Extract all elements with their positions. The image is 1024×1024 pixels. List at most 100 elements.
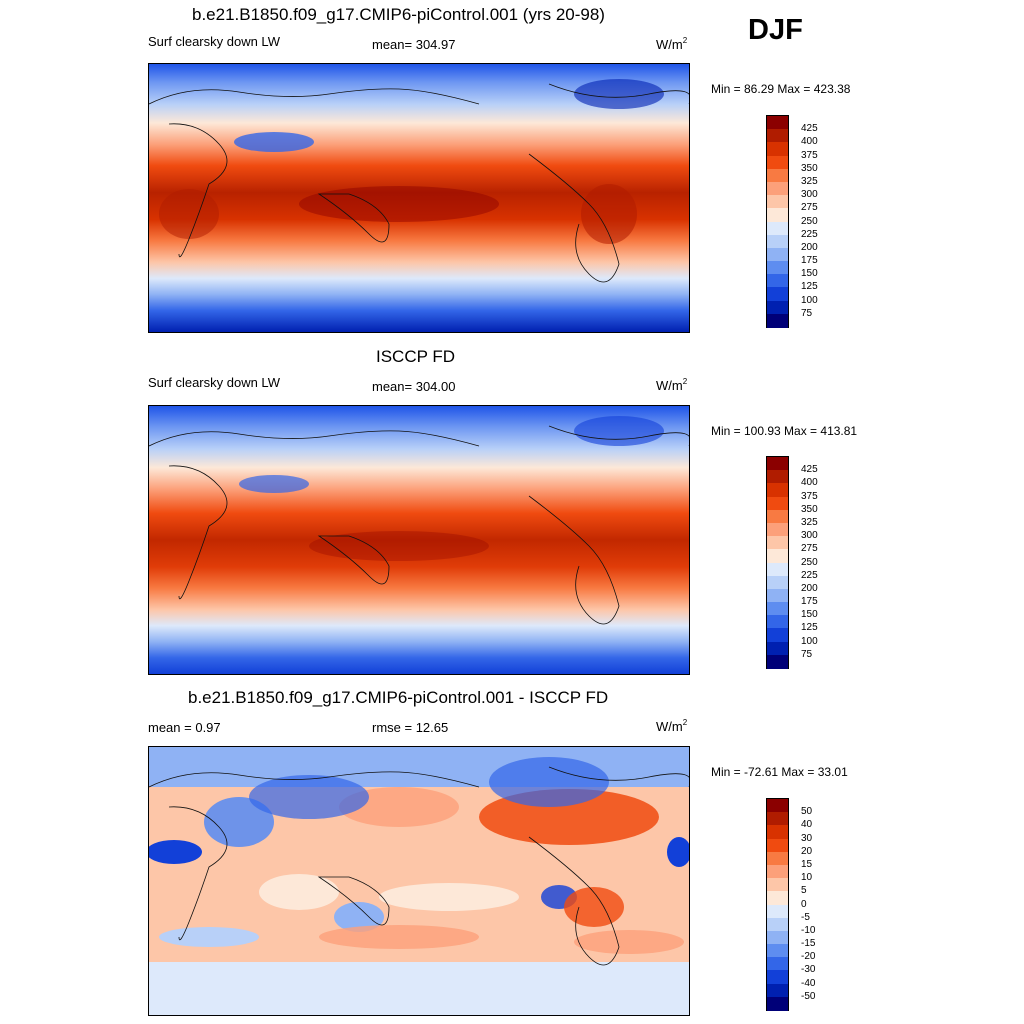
colorbar-tick-label: -10 <box>801 924 816 936</box>
colorbar-box <box>767 155 788 170</box>
colorbar-tick-label: 275 <box>801 202 818 214</box>
colorbar-box <box>767 470 788 484</box>
colorbar-tick-label: 150 <box>801 268 818 280</box>
units-label-diff: W/m2 <box>656 718 688 734</box>
colorbar-box <box>767 602 788 616</box>
colorbar-tick-label: 325 <box>801 175 818 187</box>
colorbar-tick-label: 250 <box>801 215 818 227</box>
map-model <box>148 63 690 333</box>
colorbar-model <box>766 115 789 328</box>
colorbar-box <box>767 116 788 130</box>
colorbar-box <box>767 142 788 157</box>
colorbar-tick-label: 375 <box>801 149 818 161</box>
colorbar-box <box>767 522 788 537</box>
colorbar-box <box>767 944 788 958</box>
mean-label-diff: mean = 0.97 <box>148 720 221 735</box>
colorbar-tick-label: 75 <box>801 307 813 319</box>
panel-title-model: b.e21.B1850.f09_g17.CMIP6-piControl.001 … <box>192 5 605 24</box>
units-label-obs: W/m2 <box>656 377 688 393</box>
colorbar-box <box>767 195 788 209</box>
colorbar-obs <box>766 456 789 669</box>
colorbar-tick-label: 40 <box>801 819 813 831</box>
colorbar-tick-label: 300 <box>801 530 818 542</box>
minmax-label-model: Min = 86.29 Max = 423.38 <box>711 82 851 96</box>
colorbar-box <box>767 641 788 656</box>
colorbar-tick-label: -5 <box>801 911 810 923</box>
mean-label-obs: mean= 304.00 <box>372 379 456 394</box>
colorbar-tick-label: 30 <box>801 832 813 844</box>
colorbar-tick-label: 300 <box>801 189 818 201</box>
colorbar-box <box>767 957 788 971</box>
colorbar-tick-label: 0 <box>801 898 807 910</box>
rmse-label-diff: rmse = 12.65 <box>372 720 449 735</box>
colorbar-box <box>767 930 788 945</box>
map-obs <box>148 405 690 675</box>
colorbar-box <box>767 261 788 275</box>
colorbar-diff <box>766 798 789 1011</box>
colorbar-tick-label: 400 <box>801 136 818 148</box>
colorbar-tick-label: 15 <box>801 858 813 870</box>
colorbar-box <box>767 287 788 302</box>
colorbar-box <box>767 549 788 563</box>
colorbar-box <box>767 838 788 853</box>
colorbar-tick-label: -40 <box>801 977 816 989</box>
colorbar-box <box>767 917 788 932</box>
colorbar-box <box>767 864 788 879</box>
panel-title-diff: b.e21.B1850.f09_g17.CMIP6-piControl.001 … <box>188 688 609 707</box>
colorbar-tick-label: 20 <box>801 845 813 857</box>
colorbar-box <box>767 588 788 603</box>
colorbar-box <box>767 234 788 249</box>
colorbar-box <box>767 812 788 826</box>
colorbar-tick-label: 175 <box>801 255 818 267</box>
colorbar-box <box>767 970 788 985</box>
colorbar-tick-label: 225 <box>801 569 818 581</box>
colorbar-box <box>767 536 788 550</box>
colorbar-box <box>767 496 788 511</box>
colorbar-box <box>767 825 788 840</box>
colorbar-box <box>767 129 788 143</box>
colorbar-box <box>767 562 788 577</box>
colorbar-tick-label: 200 <box>801 241 818 253</box>
colorbar-box <box>767 878 788 892</box>
season-label: DJF <box>748 14 803 46</box>
colorbar-tick-label: 200 <box>801 582 818 594</box>
variable-label-obs: Surf clearsky down LW <box>148 375 280 390</box>
variable-label-model: Surf clearsky down LW <box>148 34 280 49</box>
colorbar-tick-label: 375 <box>801 490 818 502</box>
colorbar-box <box>767 168 788 183</box>
colorbar-box <box>767 615 788 629</box>
mean-label-model: mean= 304.97 <box>372 37 456 52</box>
colorbar-tick-label: 225 <box>801 228 818 240</box>
colorbar-box <box>767 983 788 998</box>
colorbar-box <box>767 904 788 919</box>
colorbar-tick-label: 100 <box>801 635 818 647</box>
colorbar-box <box>767 891 788 905</box>
colorbar-tick-label: 400 <box>801 477 818 489</box>
colorbar-tick-label: -30 <box>801 964 816 976</box>
colorbar-box <box>767 851 788 866</box>
colorbar-tick-label: 150 <box>801 609 818 621</box>
colorbar-box <box>767 274 788 288</box>
colorbar-tick-label: 175 <box>801 596 818 608</box>
colorbar-tick-label: 425 <box>801 123 818 135</box>
colorbar-box <box>767 799 788 813</box>
colorbar-tick-label: 250 <box>801 556 818 568</box>
colorbar-box <box>767 996 788 1011</box>
colorbar-box <box>767 300 788 315</box>
units-label-model: W/m2 <box>656 36 688 52</box>
colorbar-tick-label: -15 <box>801 938 816 950</box>
colorbar-box <box>767 509 788 524</box>
colorbar-tick-label: -20 <box>801 951 816 963</box>
colorbar-box <box>767 483 788 498</box>
colorbar-tick-label: 100 <box>801 294 818 306</box>
colorbar-tick-label: 350 <box>801 503 818 515</box>
colorbar-tick-label: 425 <box>801 464 818 476</box>
colorbar-box <box>767 221 788 236</box>
colorbar-tick-label: 5 <box>801 885 807 897</box>
colorbar-tick-label: 50 <box>801 806 813 818</box>
colorbar-box <box>767 208 788 222</box>
colorbar-tick-label: 125 <box>801 281 818 293</box>
colorbar-tick-label: 275 <box>801 543 818 555</box>
colorbar-box <box>767 247 788 262</box>
map-diff <box>148 746 690 1016</box>
